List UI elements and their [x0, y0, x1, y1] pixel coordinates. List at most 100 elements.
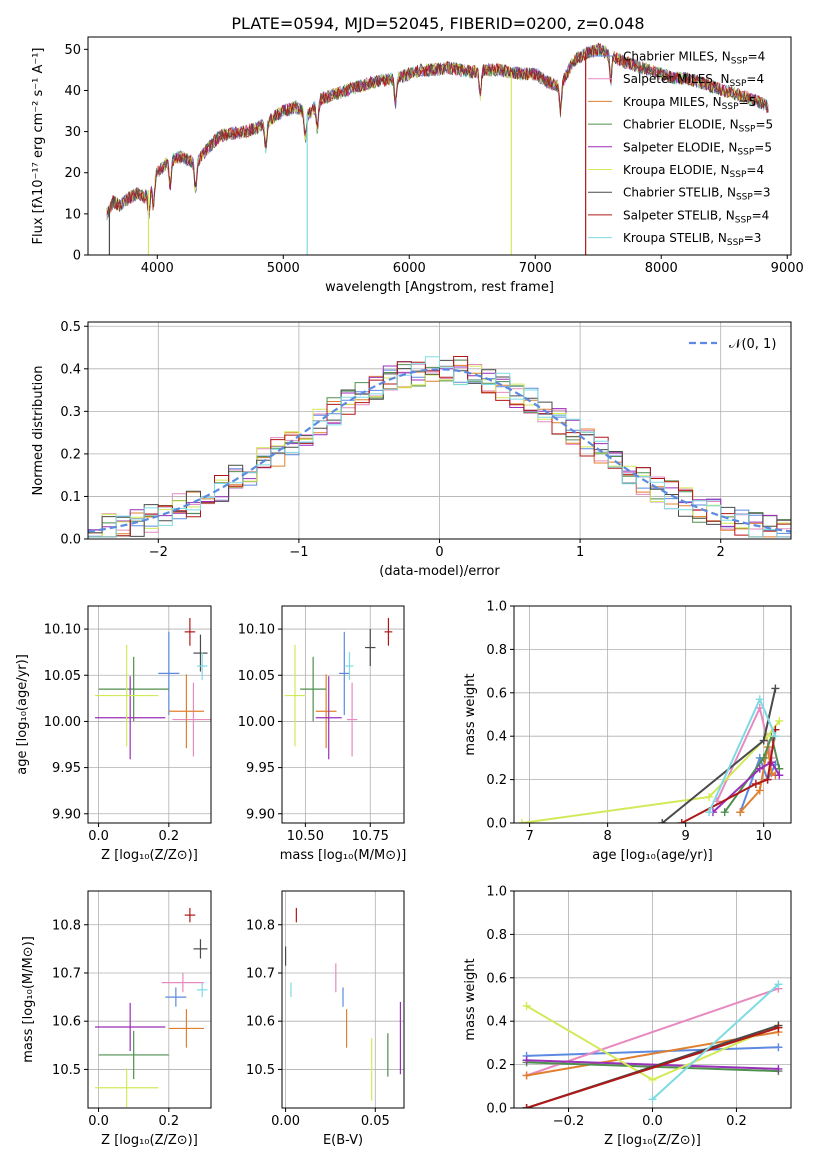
legend-label: Chabrier ELODIE, NSSP=5	[623, 118, 773, 135]
plot-area	[95, 907, 208, 1108]
age-vs-metallicity-panel: 0.0 0.2 9.90 9.95 10.00 10.05 10.10 Z [log₁₀(Z/…	[15, 605, 212, 863]
error-bar-point	[165, 987, 187, 1007]
error-bar-point	[168, 674, 204, 749]
mass-weight-marker	[774, 1043, 783, 1052]
y-tick-label: 10.8	[246, 918, 275, 933]
legend-label: Kroupa STELIB, NSSP=3	[623, 231, 761, 248]
error-bar-point	[284, 644, 306, 747]
axes-frame	[513, 605, 792, 824]
mass-weight-marker	[648, 1095, 657, 1104]
x-axis-label: E(B-V)	[323, 1133, 363, 1148]
x-tick-label: 7	[525, 829, 533, 844]
x-tick-label: 0.2	[158, 1114, 179, 1129]
legend-label-suffix: =5	[739, 95, 757, 109]
mass-weight-marker	[522, 1002, 531, 1011]
mass-weight-marker	[736, 808, 745, 817]
mass-weight-vs-age-panel: 7 8 9 10 0.0 0.2 0.4 0.6 0.8 1.0 age [log₁₀(age/yr…	[463, 600, 792, 863]
plot-area	[284, 618, 393, 760]
plot-area	[88, 356, 791, 538]
axes-frame	[281, 605, 405, 824]
y-axis-label: Normed distribution	[31, 366, 46, 496]
y-tick-label: 10.10	[238, 623, 275, 638]
mass-weight-line	[681, 729, 777, 823]
mass-weight-marker	[759, 753, 768, 762]
legend-label-subscript: SSP	[739, 125, 756, 135]
legend-label-suffix: =3	[744, 231, 762, 245]
mass-weight-marker	[775, 771, 784, 780]
x-tick-label: 8	[603, 829, 611, 844]
error-bar-point	[196, 982, 208, 998]
age-vs-mass-panel: 10.50 10.75 9.90 9.95 10.00 10.05 10.10 mass [l…	[238, 605, 406, 863]
y-tick-label: 9.90	[52, 807, 81, 822]
legend-label-text: Chabrier MILES, N	[623, 50, 731, 64]
y-tick-label: 0.1	[60, 490, 81, 505]
y-tick-label: 0.8	[486, 928, 507, 943]
axes-frame	[87, 890, 212, 1109]
error-bar-point	[95, 676, 166, 760]
plot-area	[106, 42, 769, 255]
mass-weight-line	[526, 1046, 779, 1057]
plot-area	[517, 684, 784, 823]
residual-histogram-panel: −2 −1 0 1 2 0.0 0.1 0.2 0.3 0.4 0.5 (data-model)/er…	[31, 320, 792, 579]
mass-weight-marker	[517, 819, 526, 823]
y-tick-label: 20	[64, 166, 81, 181]
legend-label-suffix: =5	[755, 118, 773, 132]
y-tick-label: 0.2	[60, 447, 81, 462]
legend-label-text: Salpeter STELIB, N	[623, 208, 735, 222]
x-tick-label: 7000	[519, 261, 552, 276]
mass-weight-marker	[522, 1071, 531, 1080]
error-bar-point	[346, 682, 358, 757]
error-bar-point	[315, 676, 342, 760]
mass-weight-marker	[751, 779, 760, 788]
y-tick-label: 0.6	[486, 686, 507, 701]
x-tick-label: 0	[435, 545, 443, 560]
y-tick-label: 10.00	[44, 715, 81, 730]
y-tick-label: 0.4	[486, 1015, 507, 1030]
mass-weight-marker	[775, 717, 784, 726]
y-tick-label: 0.0	[486, 1102, 507, 1117]
mass-weight-marker	[720, 808, 729, 817]
mass-weight-marker	[755, 764, 764, 773]
error-bar-point	[339, 631, 350, 715]
error-bar-point	[184, 618, 196, 646]
y-tick-label: 9.90	[246, 807, 275, 822]
mass-weight-marker	[759, 736, 768, 745]
x-tick-label: 0.2	[158, 829, 179, 844]
error-bar-point	[95, 1002, 166, 1052]
x-tick-label: −2	[149, 545, 168, 560]
y-tick-label: 10.10	[44, 623, 81, 638]
legend-label-subscript: SSP	[730, 79, 747, 89]
error-bar-point	[184, 907, 196, 923]
y-tick-label: 0.0	[60, 533, 81, 548]
x-axis-label: Z [log₁₀(Z/Z⊙)]	[101, 848, 198, 863]
error-bar-point	[168, 1009, 204, 1048]
x-tick-label: 0.05	[361, 1114, 390, 1129]
mass-weight-marker	[763, 775, 772, 784]
legend-label: Salpeter ELODIE, NSSP=5	[623, 140, 772, 157]
y-tick-label: 10.8	[52, 918, 81, 933]
x-tick-label: 10.50	[287, 829, 324, 844]
x-tick-label: 10.75	[352, 829, 389, 844]
y-tick-label: 1.0	[486, 885, 507, 900]
legend-label-suffix: =3	[753, 186, 771, 200]
mass-weight-line	[723, 735, 781, 813]
legend-label-text: Kroupa ELODIE, N	[623, 163, 730, 177]
mass-weight-marker	[677, 819, 686, 823]
legend-label-text: Chabrier ELODIE, N	[623, 118, 739, 132]
legend-label-suffix: =4	[748, 50, 766, 64]
legend-label-suffix: =4	[746, 163, 764, 177]
plot-area	[284, 907, 402, 1101]
legend-label-subscript: SSP	[735, 215, 752, 225]
error-bar-point	[98, 1030, 169, 1080]
mass-weight-marker	[774, 1064, 783, 1073]
legend-label: 𝒩(0, 1)	[729, 337, 776, 352]
x-tick-label: 0.00	[271, 1114, 300, 1129]
y-tick-label: 0.4	[60, 362, 81, 377]
legend-label-suffix: =5	[754, 140, 772, 154]
axes-frame	[281, 890, 405, 1109]
mass-weight-marker	[771, 732, 780, 741]
x-axis-label: Z [log₁₀(Z/Z⊙)]	[604, 1133, 701, 1148]
y-tick-label: 0.4	[486, 730, 507, 745]
error-bar-point	[95, 644, 159, 747]
